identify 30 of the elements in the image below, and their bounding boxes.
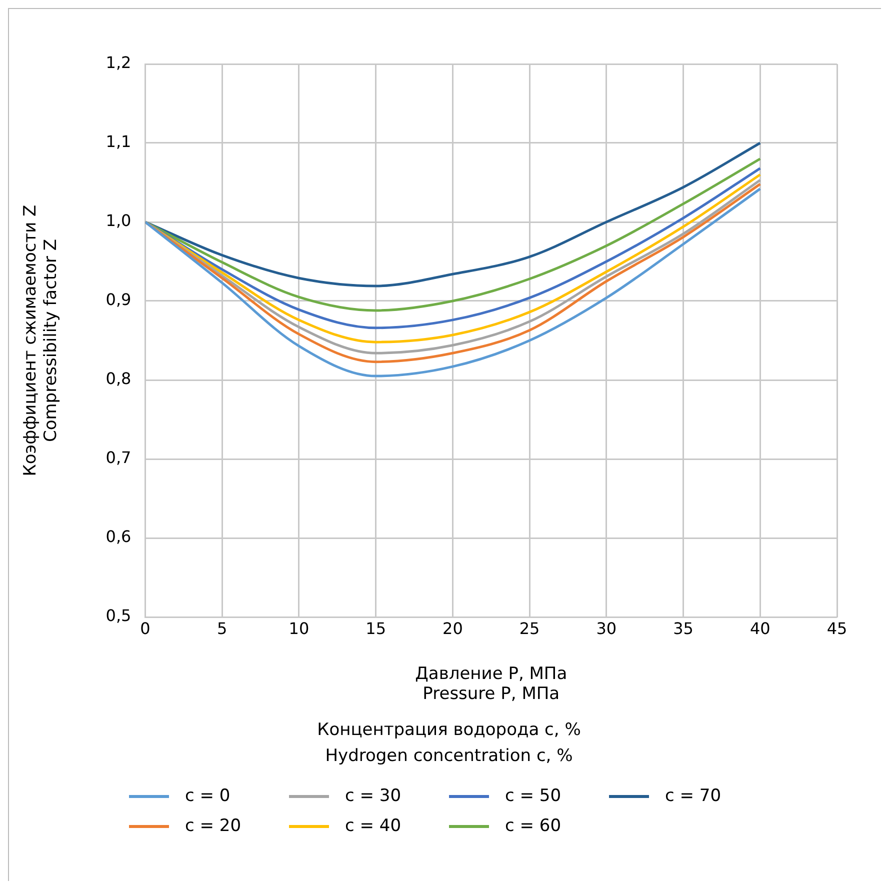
x-tick-label: 30 [596, 618, 617, 638]
x-axis-title: Давление P, МПа Pressure P, МПа [415, 664, 568, 704]
x-tick-label: 20 [442, 618, 463, 638]
y-tick-label: 0,9 [106, 290, 132, 310]
legend-title: Концентрация водорода c, % Hydrogen concentration c, % [316, 719, 582, 768]
y-tick-label: 1,1 [106, 132, 132, 152]
x-tick-label: 15 [366, 618, 386, 638]
x-tick-label: 45 [826, 618, 848, 638]
y-tick-label: 1,0 [106, 211, 132, 230]
y-axis-title: Коэффициент сжимаемости Z Compressibility factor Z [20, 204, 62, 476]
legend-label: c = 30 [345, 786, 402, 806]
y-tick-label: 1,2 [106, 53, 132, 72]
line-series [145, 142, 762, 288]
y-tick-label: 0,8 [106, 369, 132, 388]
y-tick-label: 0,5 [106, 606, 132, 626]
legend-label: c = 70 [665, 786, 722, 806]
legend-label: c = 50 [505, 786, 562, 806]
x-tick-label: 40 [750, 618, 770, 638]
legend-label: c = 60 [505, 816, 562, 836]
line-series [145, 158, 762, 312]
legend-label: c = 40 [345, 816, 402, 836]
legend-label: c = 20 [185, 816, 242, 836]
x-tick-label: 35 [673, 618, 694, 638]
x-tick-label: 10 [288, 618, 310, 638]
legend-label: c = 0 [185, 786, 230, 806]
x-tick-label: 25 [519, 618, 540, 638]
y-tick-label: 0,7 [106, 448, 132, 468]
x-tick-label: 0 [140, 618, 150, 638]
x-tick-label: 5 [217, 618, 228, 638]
y-tick-label: 0,6 [106, 527, 132, 546]
